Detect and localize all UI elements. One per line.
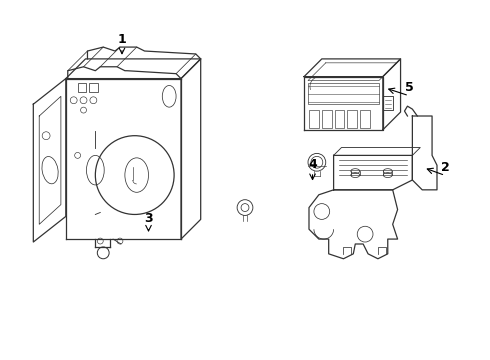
Text: 3: 3 bbox=[144, 212, 153, 225]
Text: 2: 2 bbox=[441, 161, 450, 174]
Text: 1: 1 bbox=[118, 33, 126, 46]
Bar bbox=[309, 110, 319, 128]
Bar bbox=[360, 110, 370, 128]
Bar bbox=[347, 110, 357, 128]
Text: 5: 5 bbox=[405, 81, 414, 94]
Bar bbox=[322, 110, 332, 128]
Bar bbox=[335, 110, 344, 128]
Text: 4: 4 bbox=[308, 158, 317, 171]
Bar bbox=[77, 82, 86, 93]
Bar bbox=[308, 82, 379, 104]
Bar bbox=[90, 82, 98, 93]
